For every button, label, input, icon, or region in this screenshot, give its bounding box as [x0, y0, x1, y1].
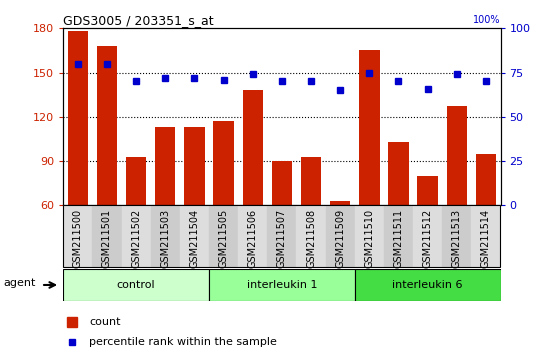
Bar: [417, 176, 438, 294]
Bar: [92, 205, 122, 267]
Text: agent: agent: [3, 278, 36, 289]
Bar: [151, 205, 180, 267]
FancyBboxPatch shape: [63, 269, 209, 301]
Bar: [267, 205, 296, 267]
Text: GSM211506: GSM211506: [248, 209, 258, 268]
Text: GSM211505: GSM211505: [218, 209, 229, 268]
Bar: [326, 205, 355, 267]
Text: count: count: [90, 317, 121, 327]
Text: GSM211507: GSM211507: [277, 209, 287, 268]
Bar: [180, 205, 209, 267]
Bar: [296, 205, 326, 267]
Bar: [413, 205, 442, 267]
Bar: [122, 205, 151, 267]
Text: GSM211510: GSM211510: [364, 209, 375, 268]
Text: interleukin 1: interleukin 1: [246, 280, 317, 290]
Text: interleukin 6: interleukin 6: [392, 280, 463, 290]
Bar: [155, 127, 175, 294]
Bar: [209, 205, 238, 267]
Text: GSM211501: GSM211501: [102, 209, 112, 268]
Bar: [184, 127, 205, 294]
Text: 100%: 100%: [473, 15, 500, 25]
Text: GSM211500: GSM211500: [73, 209, 83, 268]
Bar: [447, 107, 467, 294]
Text: GDS3005 / 203351_s_at: GDS3005 / 203351_s_at: [63, 14, 214, 27]
Bar: [476, 154, 496, 294]
Bar: [272, 161, 292, 294]
Bar: [355, 205, 384, 267]
Bar: [330, 201, 350, 294]
Text: GSM211513: GSM211513: [452, 209, 462, 268]
Text: GSM211504: GSM211504: [189, 209, 200, 268]
Text: GSM211508: GSM211508: [306, 209, 316, 268]
FancyBboxPatch shape: [209, 269, 355, 301]
Bar: [126, 156, 146, 294]
Bar: [97, 46, 117, 294]
Text: GSM211509: GSM211509: [335, 209, 345, 268]
Bar: [63, 205, 92, 267]
Text: GSM211512: GSM211512: [422, 209, 433, 268]
FancyBboxPatch shape: [355, 269, 500, 301]
Bar: [442, 205, 471, 267]
Bar: [68, 31, 88, 294]
Bar: [238, 205, 267, 267]
Bar: [359, 51, 380, 294]
Text: GSM211511: GSM211511: [393, 209, 404, 268]
Text: GSM211503: GSM211503: [160, 209, 170, 268]
Bar: [388, 142, 409, 294]
Text: control: control: [117, 280, 156, 290]
Bar: [301, 156, 321, 294]
Bar: [384, 205, 413, 267]
Bar: [471, 205, 500, 267]
Text: percentile rank within the sample: percentile rank within the sample: [90, 337, 277, 348]
Bar: [243, 90, 263, 294]
Text: GSM211502: GSM211502: [131, 209, 141, 268]
Bar: [213, 121, 234, 294]
Text: GSM211514: GSM211514: [481, 209, 491, 268]
